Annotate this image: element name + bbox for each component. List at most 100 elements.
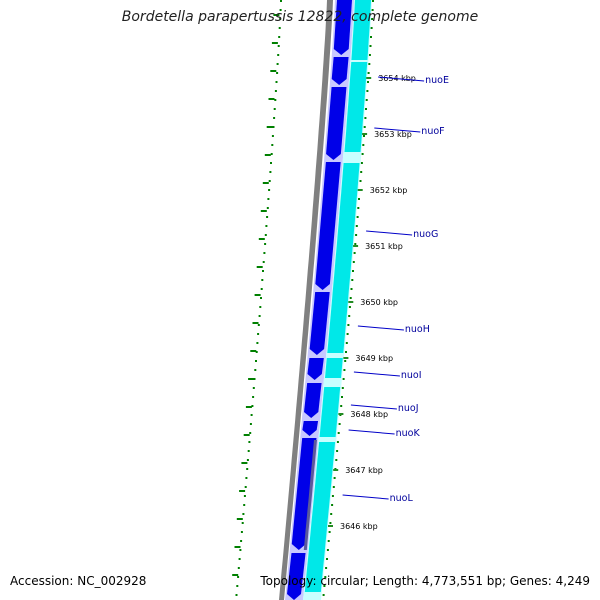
gc-dash: [270, 70, 277, 72]
gc-dot: [352, 261, 355, 263]
gc-dot: [274, 99, 277, 101]
scale-tick: [366, 77, 372, 79]
gc-dot: [331, 495, 334, 497]
gene-labels: nuoE nuoF nuoG nuoH nuoI nuoJ nuoK nuoL: [342, 75, 449, 504]
gene-label: nuoI: [401, 370, 422, 381]
gc-dot: [326, 549, 329, 551]
gc-dot: [245, 477, 248, 479]
gc-dot: [246, 459, 249, 461]
gc-dot: [371, 9, 374, 11]
gc-dot: [252, 396, 255, 398]
gc-dash: [239, 490, 246, 492]
gc-dashes-left: [232, 14, 280, 576]
scale-tick: [348, 301, 354, 303]
gc-dot: [270, 153, 273, 155]
gc-dot: [323, 585, 326, 587]
gc-dot: [252, 387, 255, 389]
reverse-cds: [325, 358, 343, 378]
gc-dot: [256, 342, 259, 344]
gc-dot: [367, 72, 370, 74]
scale-tick-label: 3651 kbp: [365, 242, 403, 251]
scale-tick-label: 3652 kbp: [370, 186, 408, 195]
gc-dash: [273, 14, 280, 16]
gc-dash: [236, 518, 243, 520]
forward-cds: [287, 553, 306, 600]
gc-dot: [267, 198, 270, 200]
gc-dot: [337, 432, 340, 434]
gc-dot: [347, 324, 350, 326]
reverse-cds: [304, 442, 336, 592]
gc-dot: [243, 504, 246, 506]
gene-leader-line: [374, 127, 421, 133]
gc-dot: [355, 225, 358, 227]
gc-dot: [345, 351, 347, 353]
scale-tick-label: 3653 kbp: [374, 130, 412, 139]
reverse-cds: [327, 163, 360, 353]
gc-dot: [264, 234, 267, 236]
gene-leader-line: [366, 230, 413, 236]
gc-dots-left: [235, 0, 282, 596]
scale-tick: [357, 189, 363, 191]
forward-cds: [304, 383, 322, 418]
scale-tick-label: 3646 kbp: [340, 522, 378, 531]
gc-dot: [278, 36, 281, 38]
gc-dot: [249, 432, 252, 434]
gc-dot: [264, 243, 267, 245]
gc-dot: [330, 513, 333, 515]
gc-dot: [360, 171, 363, 173]
gene-label: nuoF: [421, 126, 444, 137]
gc-dot: [278, 27, 281, 29]
scale-tick: [353, 245, 359, 247]
gc-dot: [244, 486, 247, 488]
gc-dot: [279, 18, 282, 20]
gc-dot: [251, 405, 254, 407]
gc-dot: [240, 540, 243, 542]
gc-dot: [354, 243, 357, 245]
gc-dot: [262, 270, 264, 272]
gene-leader-line: [348, 429, 395, 435]
gc-dot: [332, 486, 335, 488]
gc-dot: [359, 180, 362, 182]
gc-dot: [342, 378, 345, 380]
gene-label: nuoK: [396, 428, 421, 439]
gc-dot: [338, 423, 341, 425]
gc-dash: [262, 182, 269, 184]
gc-dot-tracks: [232, 0, 374, 596]
gc-dot: [367, 81, 369, 83]
gene-leader-line: [378, 76, 425, 82]
gc-dash: [260, 210, 267, 212]
gc-dot: [353, 252, 356, 254]
gc-dot: [364, 117, 367, 119]
gc-dot: [246, 468, 249, 470]
gc-dot: [271, 144, 274, 146]
gc-dot: [269, 171, 272, 173]
gc-dot: [255, 351, 258, 353]
gc-dot: [243, 495, 246, 497]
gc-dot: [277, 54, 280, 56]
gc-dot: [357, 207, 360, 209]
gc-dot: [250, 414, 253, 416]
gc-dot: [336, 441, 339, 443]
gc-dot: [273, 117, 276, 119]
forward-cds: [331, 57, 349, 85]
gc-dot: [235, 594, 238, 596]
gc-dot: [355, 234, 358, 236]
scale-tick-label: 3648 kbp: [350, 410, 388, 419]
gc-dot: [346, 333, 349, 335]
gc-dot: [257, 333, 260, 335]
forward-cds: [309, 292, 330, 355]
gene-label: nuoH: [405, 324, 430, 335]
gc-dash: [252, 322, 259, 324]
reverse-cds: [344, 62, 368, 152]
gc-dot: [326, 558, 328, 560]
gc-dash: [268, 98, 275, 100]
gc-dot: [260, 297, 262, 299]
gc-dash: [234, 546, 241, 548]
gc-dot: [345, 342, 348, 344]
gc-dot: [241, 522, 244, 524]
scale-tick-label: 3650 kbp: [360, 298, 398, 307]
gc-dot: [280, 0, 282, 2]
gc-dot: [265, 225, 268, 227]
gc-dash: [266, 126, 273, 128]
